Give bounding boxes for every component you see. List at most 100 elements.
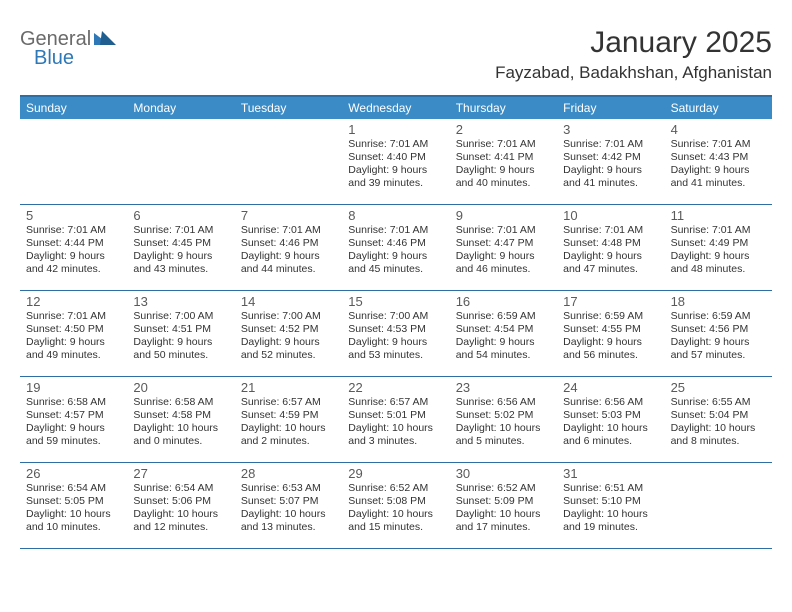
sunrise-text: Sunrise: 7:01 AM bbox=[348, 138, 443, 151]
sunset-text: Sunset: 5:09 PM bbox=[456, 495, 551, 508]
day-number: 4 bbox=[671, 122, 766, 137]
day-number: 21 bbox=[241, 380, 336, 395]
daylight-text: and 19 minutes. bbox=[563, 521, 658, 534]
daylight-text: Daylight: 10 hours bbox=[133, 508, 228, 521]
daylight-text: and 3 minutes. bbox=[348, 435, 443, 448]
day-number: 1 bbox=[348, 122, 443, 137]
sunrise-text: Sunrise: 6:51 AM bbox=[563, 482, 658, 495]
sunrise-text: Sunrise: 6:52 AM bbox=[456, 482, 551, 495]
sunset-text: Sunset: 5:05 PM bbox=[26, 495, 121, 508]
sunset-text: Sunset: 4:59 PM bbox=[241, 409, 336, 422]
sunset-text: Sunset: 4:55 PM bbox=[563, 323, 658, 336]
day-number: 6 bbox=[133, 208, 228, 223]
daylight-text: Daylight: 9 hours bbox=[671, 336, 766, 349]
daylight-text: and 53 minutes. bbox=[348, 349, 443, 362]
day-number: 19 bbox=[26, 380, 121, 395]
daylight-text: and 44 minutes. bbox=[241, 263, 336, 276]
day-number: 28 bbox=[241, 466, 336, 481]
sunset-text: Sunset: 5:03 PM bbox=[563, 409, 658, 422]
daylight-text: and 57 minutes. bbox=[671, 349, 766, 362]
daylight-text: and 46 minutes. bbox=[456, 263, 551, 276]
sunrise-text: Sunrise: 6:58 AM bbox=[26, 396, 121, 409]
day-number: 23 bbox=[456, 380, 551, 395]
daylight-text: and 41 minutes. bbox=[671, 177, 766, 190]
sunrise-text: Sunrise: 6:53 AM bbox=[241, 482, 336, 495]
daylight-text: and 12 minutes. bbox=[133, 521, 228, 534]
day-cell: 17Sunrise: 6:59 AMSunset: 4:55 PMDayligh… bbox=[557, 291, 664, 376]
sunrise-text: Sunrise: 6:55 AM bbox=[671, 396, 766, 409]
sunrise-text: Sunrise: 7:01 AM bbox=[348, 224, 443, 237]
daylight-text: Daylight: 10 hours bbox=[241, 508, 336, 521]
day-cell: 30Sunrise: 6:52 AMSunset: 5:09 PMDayligh… bbox=[450, 463, 557, 548]
day-cell: 15Sunrise: 7:00 AMSunset: 4:53 PMDayligh… bbox=[342, 291, 449, 376]
day-of-week-label: Monday bbox=[127, 97, 234, 119]
day-cell bbox=[235, 119, 342, 204]
sunset-text: Sunset: 4:48 PM bbox=[563, 237, 658, 250]
sunset-text: Sunset: 4:51 PM bbox=[133, 323, 228, 336]
day-number: 31 bbox=[563, 466, 658, 481]
daylight-text: Daylight: 10 hours bbox=[563, 422, 658, 435]
week-row: 1Sunrise: 7:01 AMSunset: 4:40 PMDaylight… bbox=[20, 119, 772, 205]
sunset-text: Sunset: 5:10 PM bbox=[563, 495, 658, 508]
day-cell: 25Sunrise: 6:55 AMSunset: 5:04 PMDayligh… bbox=[665, 377, 772, 462]
day-of-week-header: SundayMondayTuesdayWednesdayThursdayFrid… bbox=[20, 97, 772, 119]
sunrise-text: Sunrise: 7:01 AM bbox=[456, 224, 551, 237]
day-number: 29 bbox=[348, 466, 443, 481]
daylight-text: Daylight: 9 hours bbox=[671, 164, 766, 177]
sunset-text: Sunset: 5:06 PM bbox=[133, 495, 228, 508]
day-cell: 23Sunrise: 6:56 AMSunset: 5:02 PMDayligh… bbox=[450, 377, 557, 462]
day-number: 15 bbox=[348, 294, 443, 309]
sunset-text: Sunset: 4:58 PM bbox=[133, 409, 228, 422]
daylight-text: Daylight: 9 hours bbox=[563, 250, 658, 263]
day-number: 22 bbox=[348, 380, 443, 395]
day-cell bbox=[20, 119, 127, 204]
daylight-text: and 43 minutes. bbox=[133, 263, 228, 276]
daylight-text: Daylight: 9 hours bbox=[26, 422, 121, 435]
day-number: 9 bbox=[456, 208, 551, 223]
day-cell: 27Sunrise: 6:54 AMSunset: 5:06 PMDayligh… bbox=[127, 463, 234, 548]
sunset-text: Sunset: 4:42 PM bbox=[563, 151, 658, 164]
sunset-text: Sunset: 4:49 PM bbox=[671, 237, 766, 250]
sunrise-text: Sunrise: 6:59 AM bbox=[671, 310, 766, 323]
sunset-text: Sunset: 4:54 PM bbox=[456, 323, 551, 336]
daylight-text: and 56 minutes. bbox=[563, 349, 658, 362]
daylight-text: and 49 minutes. bbox=[26, 349, 121, 362]
day-number: 25 bbox=[671, 380, 766, 395]
daylight-text: and 50 minutes. bbox=[133, 349, 228, 362]
daylight-text: Daylight: 9 hours bbox=[563, 164, 658, 177]
daylight-text: Daylight: 9 hours bbox=[26, 250, 121, 263]
daylight-text: and 45 minutes. bbox=[348, 263, 443, 276]
month-title: January 2025 bbox=[495, 26, 772, 60]
day-cell: 26Sunrise: 6:54 AMSunset: 5:05 PMDayligh… bbox=[20, 463, 127, 548]
logo: General Blue bbox=[20, 26, 116, 68]
week-row: 5Sunrise: 7:01 AMSunset: 4:44 PMDaylight… bbox=[20, 205, 772, 291]
day-cell: 3Sunrise: 7:01 AMSunset: 4:42 PMDaylight… bbox=[557, 119, 664, 204]
logo-text-blue: Blue bbox=[20, 49, 116, 68]
daylight-text: and 5 minutes. bbox=[456, 435, 551, 448]
sunrise-text: Sunrise: 7:01 AM bbox=[133, 224, 228, 237]
title-block: January 2025 Fayzabad, Badakhshan, Afgha… bbox=[495, 26, 772, 83]
sunset-text: Sunset: 4:43 PM bbox=[671, 151, 766, 164]
sunset-text: Sunset: 5:08 PM bbox=[348, 495, 443, 508]
daylight-text: and 17 minutes. bbox=[456, 521, 551, 534]
sunset-text: Sunset: 5:07 PM bbox=[241, 495, 336, 508]
daylight-text: Daylight: 9 hours bbox=[456, 336, 551, 349]
sunrise-text: Sunrise: 7:00 AM bbox=[241, 310, 336, 323]
sunrise-text: Sunrise: 6:57 AM bbox=[241, 396, 336, 409]
daylight-text: Daylight: 9 hours bbox=[456, 250, 551, 263]
day-number: 26 bbox=[26, 466, 121, 481]
daylight-text: Daylight: 9 hours bbox=[241, 336, 336, 349]
sunset-text: Sunset: 4:47 PM bbox=[456, 237, 551, 250]
daylight-text: and 10 minutes. bbox=[26, 521, 121, 534]
daylight-text: and 42 minutes. bbox=[26, 263, 121, 276]
daylight-text: Daylight: 9 hours bbox=[348, 164, 443, 177]
daylight-text: and 39 minutes. bbox=[348, 177, 443, 190]
day-number: 12 bbox=[26, 294, 121, 309]
weeks-container: 1Sunrise: 7:01 AMSunset: 4:40 PMDaylight… bbox=[20, 119, 772, 549]
daylight-text: Daylight: 10 hours bbox=[563, 508, 658, 521]
day-cell: 11Sunrise: 7:01 AMSunset: 4:49 PMDayligh… bbox=[665, 205, 772, 290]
sunrise-text: Sunrise: 7:01 AM bbox=[241, 224, 336, 237]
sunrise-text: Sunrise: 6:56 AM bbox=[456, 396, 551, 409]
daylight-text: and 40 minutes. bbox=[456, 177, 551, 190]
day-number: 27 bbox=[133, 466, 228, 481]
